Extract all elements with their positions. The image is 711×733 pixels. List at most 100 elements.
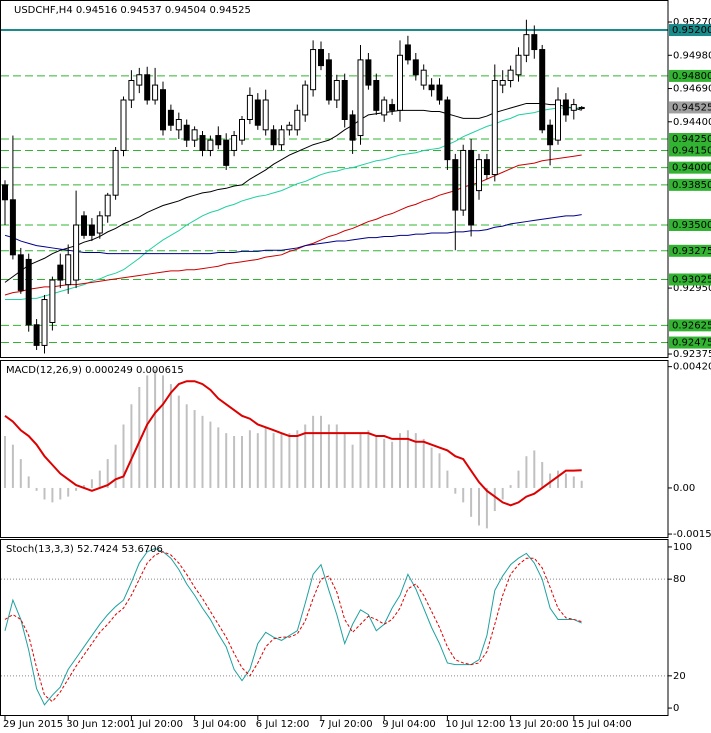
x-tick-label: 10 Jul 12:00	[445, 719, 505, 730]
macd-bar	[501, 487, 504, 500]
candle-body	[562, 99, 569, 116]
macd-bar	[564, 473, 567, 488]
y-tick-label: 0.00	[673, 483, 695, 494]
candle-body	[476, 159, 482, 192]
candle-body	[294, 109, 301, 131]
stoch-line	[4, 548, 582, 706]
candle-body	[468, 149, 475, 226]
candle-body	[436, 84, 443, 101]
y-tick-label: 0	[673, 703, 679, 714]
candle-body	[223, 139, 230, 166]
candle-body	[539, 49, 546, 131]
macd-bar	[19, 459, 22, 488]
candle-body	[365, 59, 372, 86]
macd-bar	[391, 441, 394, 488]
level-label: 0.93025	[672, 274, 711, 285]
macd-bar	[493, 487, 496, 512]
x-tick-label: 13 Jul 20:00	[509, 719, 569, 730]
x-tick-label: 3 Jul 04:00	[193, 719, 247, 730]
x-tick-label: 9 Jul 04:00	[382, 719, 436, 730]
macd-bar	[146, 375, 149, 488]
macd-bar	[304, 424, 307, 488]
candle-body	[412, 59, 419, 76]
macd-bar	[59, 487, 62, 500]
level-label: 0.93275	[672, 246, 711, 257]
candle-body	[278, 129, 285, 146]
candle-body	[357, 59, 364, 137]
macd-bar	[533, 450, 536, 488]
macd-bar	[248, 430, 251, 488]
resistance-box	[669, 24, 711, 37]
macd-bar	[90, 479, 93, 488]
moving-average	[4, 102, 582, 283]
macd-bar	[478, 487, 480, 526]
candle-body	[325, 59, 332, 101]
y-tick-label: 0.004204	[673, 362, 711, 373]
macd-bar	[430, 447, 433, 488]
candle-body	[397, 54, 403, 111]
candle-body	[254, 99, 261, 126]
y-tick-label: 0.92950	[673, 283, 711, 294]
y-tick-label: 100	[673, 542, 692, 553]
candle-body	[428, 84, 435, 91]
plot-layer: 0.95270 0.94980 0.94690 0.94400 0.92950 0.923…	[1, 17, 711, 730]
candle-body	[444, 99, 451, 161]
macd-bar	[399, 433, 401, 488]
macd-bar	[525, 456, 528, 488]
macd-bar	[256, 433, 259, 488]
macd-bar	[367, 430, 370, 488]
macd-bar	[280, 433, 283, 488]
candle-body	[404, 44, 411, 61]
level-label: 0.94150	[672, 145, 711, 156]
macd-bar	[67, 487, 70, 497]
level-label: 0.93500	[672, 220, 711, 231]
macd-bar	[233, 436, 236, 488]
x-tick-label: 6 Jul 12:00	[256, 719, 310, 730]
x-tick-label: 1 Jul 20:00	[129, 719, 183, 730]
level-label: 0.94250	[672, 134, 711, 145]
y-tick-label: 0.92375	[673, 349, 711, 360]
macd-bar	[359, 433, 362, 488]
candle-body	[507, 69, 514, 82]
candle-body	[555, 99, 561, 141]
candle-body	[152, 84, 159, 101]
macd-bar	[138, 386, 141, 488]
candle-body	[547, 124, 554, 146]
macd-bar	[225, 433, 228, 488]
macd-bar	[264, 427, 267, 488]
candle-body	[491, 80, 498, 176]
stoch-panel-frame	[0, 539, 669, 716]
macd-bar	[122, 424, 125, 488]
level-box	[669, 219, 711, 232]
macd-bar	[580, 480, 583, 488]
candle-body	[128, 80, 135, 101]
macd-bar	[343, 433, 346, 488]
macd-bar	[193, 410, 196, 488]
x-tick-label: 29 Jun 2015	[3, 719, 63, 730]
y-tick-label: -0.001598	[673, 529, 711, 540]
y-tick-label: 0.94980	[673, 50, 711, 61]
macd-bar	[446, 470, 449, 488]
level-label: 0.94800	[672, 71, 711, 82]
candle-body	[199, 135, 206, 151]
macd-title: MACD(12,26,9) 0.000249 0.000615	[6, 365, 184, 376]
stoch-line	[4, 551, 582, 703]
macd-bar	[320, 415, 322, 488]
macd-panel-frame	[0, 360, 669, 538]
level-box	[669, 336, 711, 349]
candle-body	[49, 279, 56, 323]
candle-body	[96, 215, 103, 234]
chart-title: USDCHF,H4 0.94516 0.94537 0.94504 0.9452…	[14, 5, 251, 16]
candle-body	[9, 199, 16, 256]
macd-bar	[414, 433, 417, 488]
candle-body	[246, 94, 253, 120]
y-tick-label: 0.94690	[673, 84, 711, 95]
macd-bar	[75, 487, 78, 491]
moving-average	[5, 107, 582, 301]
macd-bar	[422, 438, 425, 488]
candle-body	[420, 69, 427, 86]
macd-bar	[454, 487, 457, 494]
macd-bar	[209, 421, 212, 488]
candle-body	[144, 74, 151, 101]
